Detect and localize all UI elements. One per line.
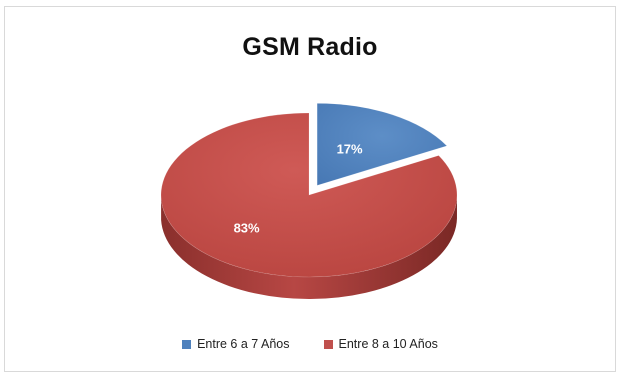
chart-title: GSM Radio — [242, 33, 378, 61]
pie-slice-blue — [316, 103, 448, 186]
data-label: 17% — [337, 142, 363, 157]
pie-slice-side — [161, 196, 457, 299]
pie-slice-red — [160, 112, 458, 299]
pie-chart: 83% 17% — [160, 103, 458, 299]
chart-frame: GSM Radio 83% 17% — [4, 6, 616, 372]
legend: Entre 6 a 7 Años Entre 8 a 10 Años — [5, 337, 615, 351]
data-label: 83% — [234, 221, 260, 236]
legend-swatch — [182, 339, 192, 349]
pie-slice-top — [316, 103, 448, 186]
legend-item: Entre 6 a 7 Años — [182, 337, 290, 351]
legend-swatch — [323, 339, 333, 349]
legend-label: Entre 6 a 7 Años — [197, 337, 290, 351]
legend-item: Entre 8 a 10 Años — [323, 337, 438, 351]
pie-slice-top — [160, 112, 458, 278]
legend-label: Entre 8 a 10 Años — [338, 337, 438, 351]
